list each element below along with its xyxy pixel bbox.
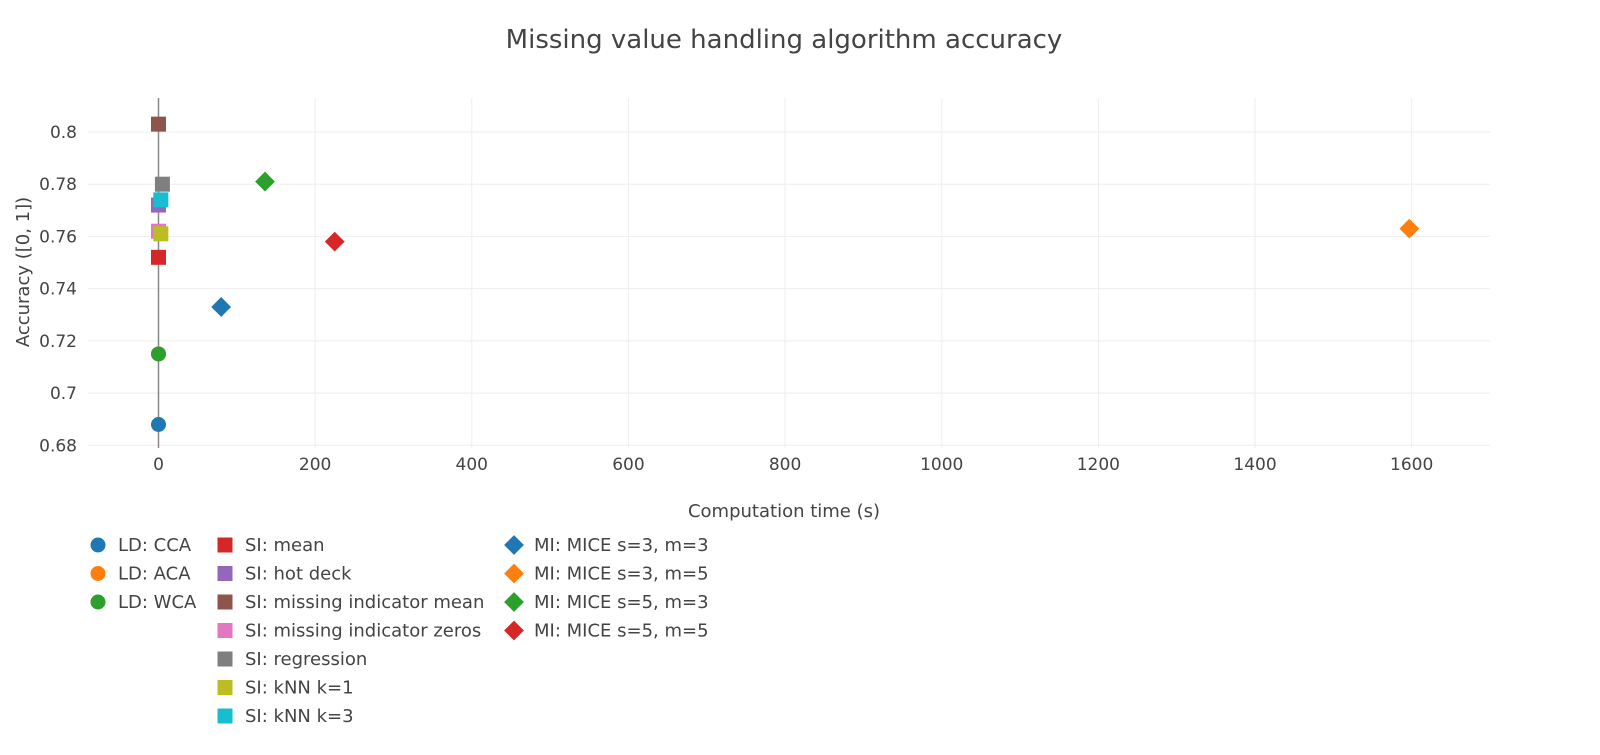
legend-label: LD: ACA (118, 564, 191, 585)
grid (88, 98, 1490, 448)
y-tick-label: 0.7 (50, 384, 77, 404)
x-tick-label: 1200 (1077, 455, 1120, 475)
legend-item[interactable]: SI: hot deck (217, 564, 353, 585)
legend-label: MI: MICE s=3, m=5 (534, 564, 709, 585)
legend-item[interactable]: MI: MICE s=5, m=3 (504, 592, 709, 613)
x-tick-label: 800 (769, 455, 801, 475)
legend-label: MI: MICE s=5, m=3 (534, 592, 709, 613)
legend-marker (217, 680, 233, 695)
data-point (150, 416, 166, 432)
legend-marker (504, 535, 524, 555)
data-point (153, 192, 169, 208)
data-point (211, 297, 232, 317)
legend-label: SI: missing indicator zeros (245, 621, 481, 642)
legend-label: LD: CCA (118, 535, 192, 556)
y-tick-label: 0.8 (50, 123, 77, 143)
y-tick-label: 0.72 (39, 332, 77, 352)
y-tick-label: 0.68 (39, 436, 77, 456)
legend-marker (90, 594, 106, 610)
legend-marker (217, 651, 233, 667)
legend-item[interactable]: LD: CCA (90, 535, 192, 556)
legend-item[interactable]: MI: MICE s=3, m=3 (504, 535, 709, 556)
legend-marker (504, 592, 524, 612)
legend-item[interactable]: LD: ACA (90, 564, 192, 585)
data-point (255, 171, 275, 192)
x-tick-label: 400 (456, 455, 488, 475)
data-point (324, 231, 345, 252)
legend-item[interactable]: SI: kNN k=3 (217, 706, 354, 727)
y-tick-label: 0.76 (39, 227, 77, 247)
legend-marker (90, 566, 106, 581)
data-point (153, 226, 169, 242)
data-point (150, 116, 166, 132)
legend-marker (217, 623, 233, 638)
legend-label: SI: regression (245, 649, 367, 670)
legend-label: SI: kNN k=3 (245, 706, 354, 727)
legend-marker (217, 594, 233, 610)
legend-marker (504, 620, 524, 641)
x-tick-label: 1000 (920, 455, 963, 475)
legend-label: SI: hot deck (245, 564, 352, 585)
legend-item[interactable]: MI: MICE s=5, m=5 (504, 620, 709, 642)
legend-label: MI: MICE s=5, m=5 (534, 621, 709, 642)
x-tick-label: 1400 (1233, 455, 1276, 475)
chart-title: Missing value handling algorithm accurac… (506, 25, 1063, 55)
x-tick-label: 600 (612, 455, 644, 475)
x-tick-label: 0 (153, 455, 164, 475)
legend-marker (90, 537, 106, 553)
legend-item[interactable]: SI: kNN k=1 (217, 678, 354, 699)
legend-marker (217, 566, 233, 581)
legend: LD: CCA LD: ACA LD: WCA SI: mean SI: hot dec… (90, 535, 709, 727)
legend-item[interactable]: MI: MICE s=3, m=5 (504, 563, 709, 585)
x-tick-label: 200 (299, 455, 331, 475)
legend-marker (504, 563, 524, 584)
data-points (150, 116, 1420, 432)
data-point (150, 346, 166, 362)
data-point (1399, 218, 1420, 239)
legend-item[interactable]: SI: mean (217, 535, 325, 556)
x-axis-title: Computation time (s) (688, 501, 880, 522)
x-tick-label: 1600 (1390, 455, 1433, 475)
legend-marker (217, 708, 233, 724)
axes: 0 200 400 600 800 1000 1200 1400 1600 0.68 0.7 0.72… (39, 98, 1433, 475)
legend-label: SI: kNN k=1 (245, 678, 354, 699)
legend-label: SI: mean (245, 535, 325, 556)
y-axis-title: Accuracy ([0, 1]) (13, 197, 34, 347)
data-point (150, 249, 166, 265)
y-tick-label: 0.74 (39, 280, 77, 300)
legend-item[interactable]: SI: missing indicator zeros (217, 621, 482, 642)
legend-item[interactable]: SI: missing indicator mean (217, 592, 485, 613)
legend-label: MI: MICE s=3, m=3 (534, 535, 709, 556)
legend-marker (217, 537, 233, 553)
legend-item[interactable]: LD: WCA (90, 592, 198, 613)
data-point (154, 176, 170, 192)
legend-label: LD: WCA (118, 592, 197, 613)
legend-item[interactable]: SI: regression (217, 649, 368, 670)
legend-label: SI: missing indicator mean (245, 592, 484, 613)
y-tick-label: 0.78 (39, 175, 77, 195)
